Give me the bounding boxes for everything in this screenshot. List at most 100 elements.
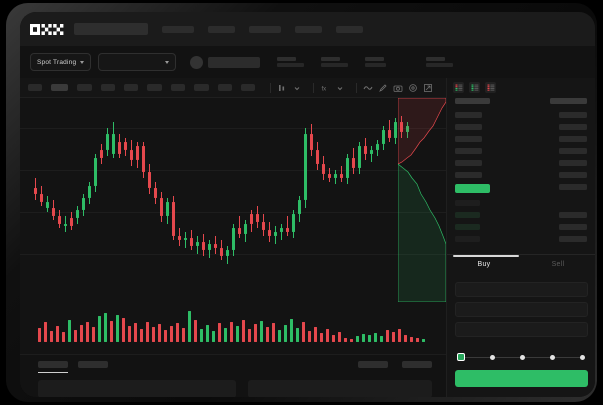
orderbook-ask-price[interactable] [455, 148, 482, 154]
orderbook-ask-size[interactable] [559, 124, 587, 130]
candlestick-chart[interactable] [20, 98, 446, 302]
volume-bar [344, 338, 347, 342]
volume-bar [98, 316, 101, 342]
timeframe-button-3[interactable] [77, 84, 92, 91]
slider-step-50[interactable] [520, 354, 525, 360]
volume-bar [296, 328, 299, 342]
indicators-icon[interactable]: fx [320, 83, 330, 93]
volume-bar [350, 339, 353, 342]
nav-item-4[interactable] [295, 25, 322, 33]
orders-action-1[interactable] [358, 361, 388, 368]
orderbook-ask-size[interactable] [559, 148, 587, 154]
device-screen: Spot Trading [20, 12, 595, 397]
line-tool-icon[interactable] [363, 83, 373, 93]
ticker-summary [190, 55, 454, 69]
orderbook-ask-size[interactable] [559, 112, 587, 118]
volume-bar [116, 315, 119, 342]
tab-sell[interactable]: Sell [551, 261, 565, 268]
tab-buy[interactable]: Buy [477, 261, 491, 268]
settings-icon[interactable] [408, 83, 418, 93]
pair-name[interactable] [208, 56, 261, 68]
orders-tab-history[interactable] [78, 361, 108, 368]
timeframe-button-9[interactable] [217, 84, 232, 91]
toolbar-divider [356, 82, 357, 93]
volume-bar [266, 327, 269, 342]
orderbook-ask-price[interactable] [455, 112, 482, 118]
orderbook-ask-price[interactable] [455, 136, 482, 142]
chart-type-caret-icon[interactable] [292, 83, 302, 93]
asks-view-icon[interactable] [485, 82, 496, 93]
orderbook-ask-size[interactable] [559, 136, 587, 142]
timeframe-button-4[interactable] [100, 84, 116, 91]
volume-bar [110, 321, 113, 342]
timeframe-button-5[interactable] [124, 84, 139, 91]
indicators-caret-icon[interactable] [335, 83, 345, 93]
orders-tab-open[interactable] [38, 361, 68, 368]
search-input[interactable] [74, 23, 148, 35]
volume-bar [206, 325, 209, 342]
toolbar-divider [313, 82, 315, 93]
volume-bar [134, 323, 137, 342]
orders-panel [20, 354, 446, 397]
timeframe-button-2[interactable] [51, 84, 69, 91]
order-price-field[interactable] [455, 282, 588, 297]
orderbook-ask-price[interactable] [455, 160, 482, 166]
timeframe-button-6[interactable] [147, 84, 162, 91]
volume-bar [230, 322, 233, 342]
volume-bar [80, 325, 83, 342]
volume-bar [254, 324, 257, 342]
nav-item-3[interactable] [249, 25, 281, 33]
orderbook-bid-price[interactable] [455, 236, 480, 242]
volume-histogram [20, 302, 446, 354]
orderbook-ask-size[interactable] [559, 172, 587, 178]
orderbook-ask-price[interactable] [455, 124, 482, 130]
slider-step-100[interactable] [580, 354, 585, 360]
volume-bar [218, 323, 221, 342]
orderbook-panel: Buy Sell [446, 78, 595, 397]
orderbook-view-toggles [453, 82, 496, 93]
order-total-field[interactable] [455, 322, 588, 337]
order-amount-field[interactable] [455, 302, 588, 317]
fullscreen-icon[interactable] [423, 83, 433, 93]
volume-bar [272, 323, 275, 342]
orderbook-bid-price[interactable] [455, 224, 480, 230]
slider-step-75[interactable] [550, 354, 555, 360]
slider-handle[interactable] [457, 353, 465, 361]
orderbook-ask-size[interactable] [559, 160, 587, 166]
volume-bar [248, 329, 251, 342]
orderbook-last-price[interactable] [455, 184, 490, 193]
pencil-icon[interactable] [378, 83, 388, 93]
submit-buy-button[interactable] [455, 370, 588, 387]
pair-select-dropdown[interactable] [98, 53, 177, 71]
volume-bar [74, 330, 77, 342]
percent-slider[interactable] [457, 352, 587, 362]
device-frame: Spot Trading [6, 3, 597, 402]
orderbook-bid-size[interactable] [559, 224, 587, 230]
volume-bar [86, 322, 89, 342]
orderbook-bid-size[interactable] [559, 236, 587, 242]
chart-type-icon[interactable] [277, 83, 287, 93]
camera-icon[interactable] [393, 83, 403, 93]
bids-view-icon[interactable] [469, 82, 480, 93]
orderbook-bid-size[interactable] [559, 212, 587, 218]
nav-item-1[interactable] [162, 25, 194, 33]
timeframe-button-10[interactable] [240, 84, 256, 91]
market-mode-dropdown[interactable]: Spot Trading [30, 53, 92, 71]
orderbook-bid-price[interactable] [455, 212, 480, 218]
timeframe-button-1[interactable] [28, 84, 43, 91]
nav-item-5[interactable] [336, 25, 363, 33]
orders-action-2[interactable] [402, 361, 432, 368]
volume-bar [188, 311, 191, 342]
orderbook-bid-price[interactable] [455, 200, 480, 206]
both-view-icon[interactable] [453, 82, 464, 93]
slider-step-25[interactable] [490, 354, 495, 360]
timeframe-button-7[interactable] [170, 84, 186, 91]
orderbook-ask-price[interactable] [455, 172, 482, 178]
orderbook-header-size [550, 98, 587, 104]
volume-bar [242, 320, 245, 342]
active-order-tab-underline [453, 255, 519, 257]
orderbook-ask-size[interactable] [559, 184, 587, 190]
okx-logo[interactable] [30, 23, 64, 35]
nav-item-2[interactable] [208, 25, 235, 33]
timeframe-button-8[interactable] [194, 84, 209, 91]
